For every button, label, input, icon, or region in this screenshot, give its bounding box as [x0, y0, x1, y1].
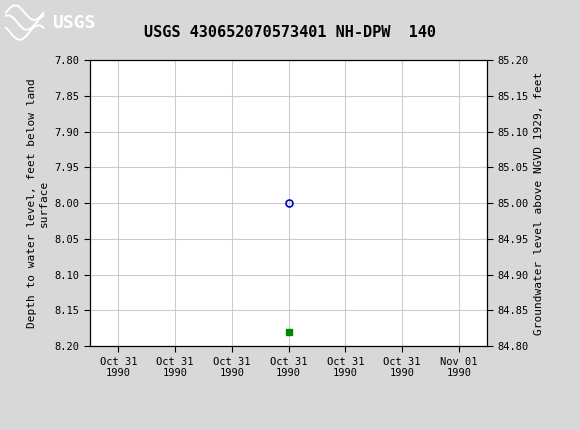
Text: USGS: USGS [52, 14, 96, 31]
Text: USGS 430652070573401 NH-DPW  140: USGS 430652070573401 NH-DPW 140 [144, 25, 436, 40]
Y-axis label: Groundwater level above NGVD 1929, feet: Groundwater level above NGVD 1929, feet [534, 71, 545, 335]
Y-axis label: Depth to water level, feet below land
surface: Depth to water level, feet below land su… [27, 78, 49, 328]
